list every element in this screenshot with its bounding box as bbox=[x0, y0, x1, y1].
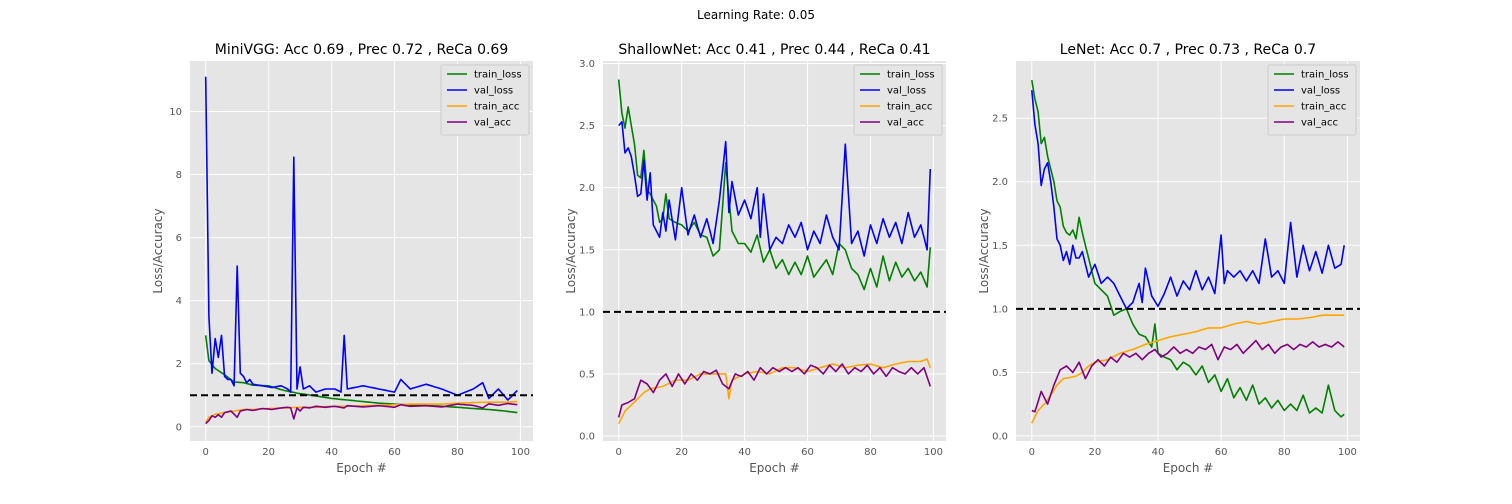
x-tick-label: 0 bbox=[616, 447, 622, 458]
y-tick-label: 0.0 bbox=[579, 432, 595, 443]
x-tick-label: 80 bbox=[1278, 447, 1291, 458]
chart-title: MiniVGG: Acc 0.69 , Prec 0.72 , ReCa 0.6… bbox=[215, 42, 509, 58]
series-line-val_acc bbox=[617, 363, 932, 418]
x-tick-label: 100 bbox=[1338, 447, 1357, 458]
series-line-train_acc bbox=[1031, 314, 1345, 424]
y-tick-label: 2.5 bbox=[992, 114, 1008, 125]
x-tick-label: 80 bbox=[864, 447, 877, 458]
chart-panel-lenet: 0.0 0.5 1.0 1.5 2.0 2.5 0 20 40 60 80 100 LeNet: Acc… bbox=[977, 42, 1360, 475]
x-tick-label: 40 bbox=[325, 447, 338, 458]
legend-box bbox=[853, 64, 943, 136]
chart-title: LeNet: Acc 0.7 , Prec 0.73 , ReCa 0.7 bbox=[1060, 42, 1316, 58]
y-tick-label: 8 bbox=[176, 170, 182, 181]
y-axis-label: Loss/Accuracy bbox=[564, 208, 578, 293]
y-tick-label: 1.5 bbox=[579, 245, 595, 256]
legend: train_loss val_loss train_acc val_acc bbox=[1267, 64, 1357, 136]
y-tick-label: 0 bbox=[176, 422, 182, 433]
y-tick-label: 6 bbox=[176, 233, 182, 244]
x-tick-label: 20 bbox=[675, 447, 688, 458]
legend-label: train_acc bbox=[474, 102, 519, 113]
legend-label: train_loss bbox=[887, 70, 935, 81]
y-tick-label: 10 bbox=[169, 107, 182, 118]
y-tick-label: 1.5 bbox=[992, 241, 1008, 252]
chart-title: ShallowNet: Acc 0.41 , Prec 0.44 , ReCa … bbox=[618, 42, 930, 58]
legend-label: val_loss bbox=[887, 86, 926, 97]
y-tick-label: 0.5 bbox=[992, 368, 1008, 379]
series-line-val_acc bbox=[205, 402, 518, 425]
y-tick-label: 1.0 bbox=[992, 304, 1008, 315]
legend-label: val_acc bbox=[1301, 118, 1338, 129]
x-axis-label: Epoch # bbox=[1163, 461, 1214, 475]
x-tick-label: 100 bbox=[511, 447, 530, 458]
legend-label: val_loss bbox=[474, 86, 513, 97]
y-tick-label: 2 bbox=[176, 359, 182, 370]
series-line-train_loss bbox=[617, 79, 932, 291]
x-tick-label: 0 bbox=[1029, 447, 1035, 458]
legend-label: val_acc bbox=[474, 118, 511, 129]
series-line-train_loss bbox=[1031, 79, 1345, 418]
legend-label: train_loss bbox=[474, 70, 522, 81]
legend: train_loss val_loss train_acc val_acc bbox=[853, 64, 943, 136]
figure-suptitle: Learning Rate: 0.05 bbox=[696, 8, 815, 22]
x-tick-label: 40 bbox=[1152, 447, 1165, 458]
x-tick-label: 100 bbox=[924, 447, 943, 458]
y-tick-label: 0.0 bbox=[992, 431, 1008, 442]
x-tick-label: 0 bbox=[203, 447, 209, 458]
legend-label: train_loss bbox=[1301, 70, 1349, 81]
legend-label: val_loss bbox=[1301, 86, 1340, 97]
y-axis-label: Loss/Accuracy bbox=[977, 208, 991, 293]
series-line-val_loss bbox=[204, 76, 518, 401]
legend-box bbox=[1267, 64, 1357, 136]
y-tick-label: 2.0 bbox=[992, 177, 1008, 188]
y-tick-label: 1.0 bbox=[579, 307, 595, 318]
y-tick-label: 2.0 bbox=[579, 183, 595, 194]
x-axis-label: Epoch # bbox=[749, 461, 800, 475]
y-tick-label: 4 bbox=[176, 296, 182, 307]
x-tick-label: 20 bbox=[262, 447, 275, 458]
y-axis-label: Loss/Accuracy bbox=[151, 208, 165, 293]
y-tick-label: 2.5 bbox=[579, 121, 595, 132]
x-tick-label: 60 bbox=[1215, 447, 1228, 458]
x-tick-label: 20 bbox=[1089, 447, 1102, 458]
x-tick-label: 60 bbox=[801, 447, 814, 458]
legend-box bbox=[440, 64, 530, 136]
legend-label: train_acc bbox=[1301, 102, 1346, 113]
legend-label: train_acc bbox=[887, 102, 932, 113]
series-line-val_loss bbox=[1031, 90, 1345, 310]
x-tick-label: 60 bbox=[388, 447, 401, 458]
series-line-val_loss bbox=[618, 121, 932, 257]
chart-panel-shallownet: 0.0 0.5 1.0 1.5 2.0 2.5 3.0 0 20 40 60 80 100 Shallow… bbox=[564, 42, 946, 475]
x-axis-label: Epoch # bbox=[336, 461, 387, 475]
x-tick-label: 80 bbox=[451, 447, 464, 458]
y-tick-label: 0.5 bbox=[579, 369, 595, 380]
x-tick-label: 40 bbox=[738, 447, 751, 458]
legend: train_loss val_loss train_acc val_acc bbox=[440, 64, 530, 136]
series-line-val_acc bbox=[1031, 339, 1345, 413]
legend-label: val_acc bbox=[887, 118, 924, 129]
y-tick-label: 3.0 bbox=[579, 59, 595, 70]
